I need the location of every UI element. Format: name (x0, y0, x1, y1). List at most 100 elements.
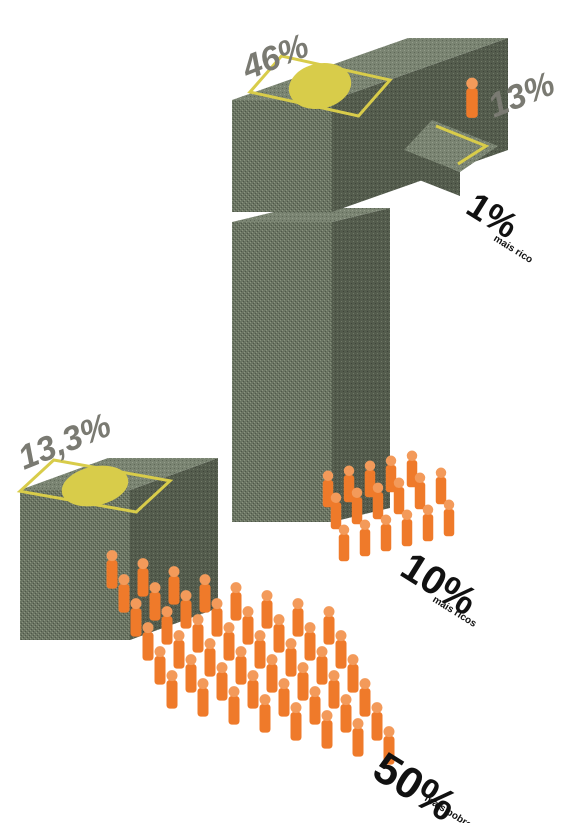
person-rich-2-1 (359, 519, 371, 557)
person-rich-1-3-head (393, 477, 405, 489)
person-poor-3-6 (328, 670, 340, 709)
person-poor-2-1 (161, 606, 173, 645)
person-poor-2-2 (192, 614, 204, 653)
person-poor-4-6 (340, 694, 352, 733)
person-poor-2-6-head (316, 646, 328, 658)
person-poor-2-1-head (161, 606, 173, 618)
stack-top-rich-lower-front (232, 222, 332, 522)
person-poor-2-5 (285, 638, 297, 677)
person-poor-1-5-body (273, 624, 285, 653)
person-poor-2-2-body (192, 624, 204, 653)
ledge-richest-side (404, 150, 460, 196)
person-poor-3-7-body (359, 688, 371, 717)
person-poor-0-1-body (137, 568, 149, 597)
person-poor-4-4-body (278, 688, 290, 717)
person-poor-2-7-head (347, 654, 359, 666)
person-poor-3-4 (266, 654, 278, 693)
person-poor-0-0-head (106, 550, 118, 562)
person-poor-4-7-head (371, 702, 383, 714)
people-group-poorest (106, 550, 395, 765)
person-poor-1-2-head (180, 590, 192, 602)
stack-poorest-side (130, 458, 218, 640)
person-rich-0-0-head (322, 470, 334, 482)
person-rich-0-0-body (322, 480, 334, 508)
person-rich-1-2 (372, 482, 384, 520)
person-rich-2-3-body (401, 519, 413, 547)
person-poor-0-5-head (261, 590, 273, 602)
person-poor-3-7 (359, 678, 371, 717)
person-poor-0-4-head (230, 582, 242, 594)
person-poor-3-4-body (266, 664, 278, 693)
person-poor-1-3-body (211, 608, 223, 637)
person-poor-5-6-head (352, 718, 364, 730)
person-poor-1-2 (180, 590, 192, 629)
person-rich-2-1-body (359, 529, 371, 557)
person-poor-1-2-body (180, 600, 192, 629)
person-poor-4-6-head (340, 694, 352, 706)
people-groups (106, 77, 478, 765)
person-poor-3-3-head (235, 646, 247, 658)
person-poor-4-7-body (371, 712, 383, 741)
person-poor-3-3-body (235, 656, 247, 685)
person-poor-5-4-body (290, 712, 302, 741)
person-poor-1-1-body (149, 592, 161, 621)
person-rich-0-4-head (406, 450, 418, 462)
person-rich-2-2 (380, 514, 392, 552)
person-rich-2-4-head (422, 504, 434, 516)
person-poor-1-7 (335, 630, 347, 669)
person-rich-2-2-head (380, 514, 392, 526)
group-label-rich: 10% (393, 544, 484, 624)
person-poor-4-4 (278, 678, 290, 717)
person-rich-0-3-head (385, 455, 397, 467)
person-poor-0-0-body (106, 560, 118, 589)
person-rich-1-0 (330, 492, 342, 530)
person-poor-4-1-head (185, 654, 197, 666)
person-rich-0-1-head (343, 465, 355, 477)
person-poor-2-3-head (223, 622, 235, 634)
person-poor-3-2-head (204, 638, 216, 650)
bill-poorest-coin (61, 465, 129, 507)
person-poor-2-7 (347, 654, 359, 693)
person-poor-0-1 (137, 558, 149, 597)
person-rich-1-1-body (351, 497, 363, 525)
person-poor-3-0 (142, 622, 154, 661)
person-rich-1-3 (393, 477, 405, 515)
person-poor-5-3-head (259, 694, 271, 706)
person-richest (466, 77, 478, 118)
person-poor-5-4 (290, 702, 302, 741)
person-poor-5-7-body (383, 736, 395, 765)
person-rich-0-4 (406, 450, 418, 488)
person-poor-5-3 (259, 694, 271, 733)
person-poor-4-0-head (154, 646, 166, 658)
person-poor-3-1 (173, 630, 185, 669)
money-stacks (16, 38, 508, 640)
person-poor-5-1-head (197, 678, 209, 690)
person-rich-2-3-head (401, 509, 413, 521)
person-poor-5-5 (321, 710, 333, 749)
person-poor-4-3-body (247, 680, 259, 709)
person-poor-5-0 (166, 670, 178, 709)
person-poor-5-2-body (228, 696, 240, 725)
person-rich-0-4-body (406, 460, 418, 488)
person-poor-1-4-body (242, 616, 254, 645)
person-poor-0-3-head (199, 574, 211, 586)
person-rich-2-4-body (422, 514, 434, 542)
person-poor-5-2-head (228, 686, 240, 698)
person-poor-1-4-head (242, 606, 254, 618)
person-rich-0-1 (343, 465, 355, 503)
person-rich-2-5-head (443, 499, 455, 511)
person-poor-5-0-head (166, 670, 178, 682)
person-poor-4-0-body (154, 656, 166, 685)
person-poor-1-3-head (211, 598, 223, 610)
person-poor-1-3 (211, 598, 223, 637)
person-poor-4-3-head (247, 670, 259, 682)
person-poor-5-3-body (259, 704, 271, 733)
person-poor-1-6-body (304, 632, 316, 661)
person-rich-1-2-body (372, 492, 384, 520)
person-poor-4-0 (154, 646, 166, 685)
person-poor-3-0-head (142, 622, 154, 634)
people-group-rich (322, 450, 455, 562)
person-poor-3-5-body (297, 672, 309, 701)
